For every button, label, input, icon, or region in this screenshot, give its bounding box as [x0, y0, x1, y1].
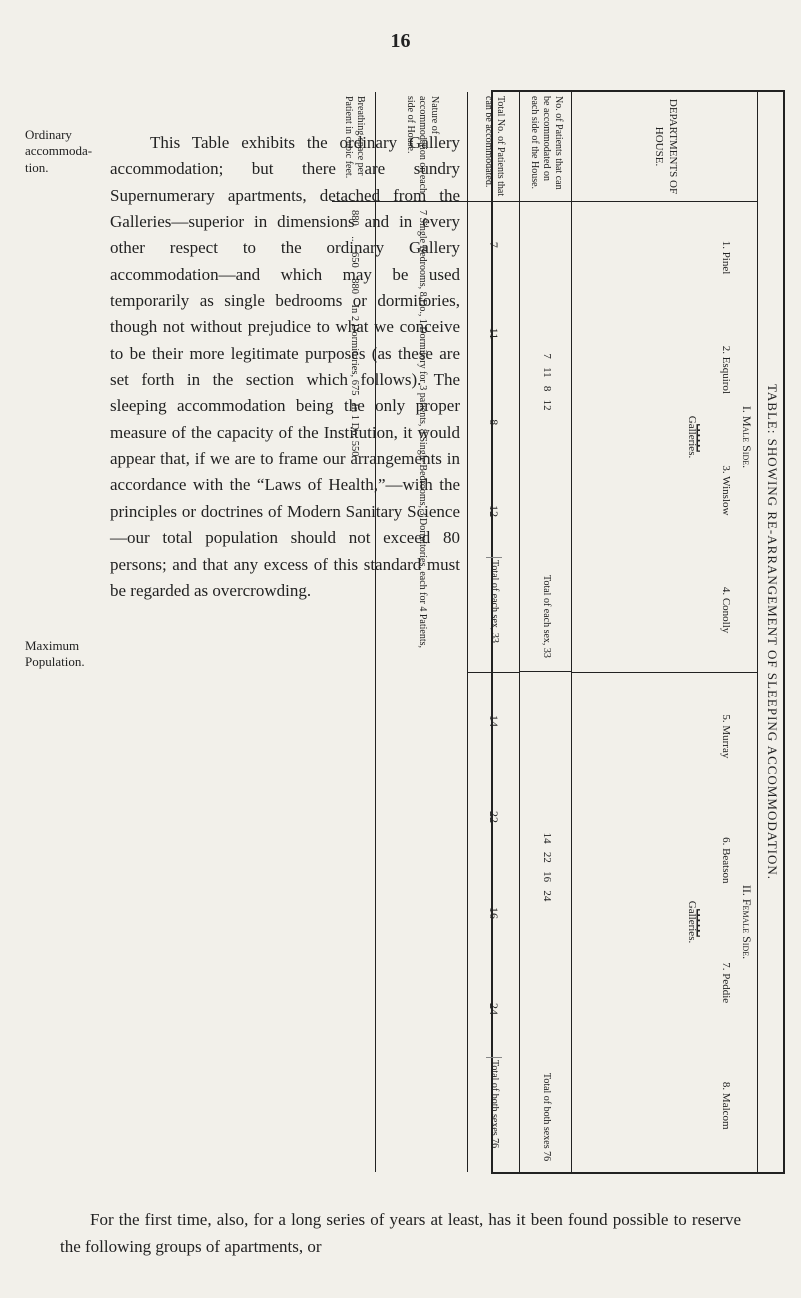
- female-v4: 24: [487, 1003, 502, 1015]
- margin-note-maximum: Maximum Population.: [25, 638, 100, 671]
- male-v3: 8: [487, 419, 502, 425]
- departments-row: DEPARTMENTS OF HOUSE. I. Male Side. 1. P…: [571, 92, 758, 1172]
- female-v2: 22: [487, 811, 502, 823]
- row-nature-label: Nature of accommodation on each side of …: [376, 92, 468, 202]
- breathing-text: 880 .. 650 880 In 2 Dormitories, 675 In …: [332, 202, 376, 1172]
- male-side-title: I. Male Side.: [736, 202, 758, 672]
- footer-paragraph: For the first time, also, for a long ser…: [60, 1207, 741, 1260]
- male-total: Total of each sex, 33: [486, 557, 503, 672]
- dept-beatson: 6. Beatson: [718, 837, 732, 883]
- dept-winslow: 3. Winslow: [718, 465, 732, 515]
- male-patients-values: 7 11 8 12: [520, 202, 572, 562]
- row-nature: Nature of accommodation on each side of …: [375, 92, 468, 1172]
- female-brace: ⎵⎵⎵⎵⎵: [700, 672, 714, 1172]
- male-brace: ⎵⎵⎵⎵⎵: [700, 202, 714, 672]
- female-patients-total: Total of both sexes 76: [520, 1062, 572, 1172]
- female-side-block: II. Female Side. 5. Murray 6. Beatson 7.…: [572, 672, 758, 1172]
- departments-header: DEPARTMENTS OF HOUSE.: [572, 92, 758, 202]
- male-patients-total: Total of each sex, 33: [520, 562, 572, 672]
- female-v1: 14: [487, 715, 502, 727]
- male-side-block: I. Male Side. 1. Pinel 2. Esquirol 3. Wi…: [572, 202, 758, 673]
- total-no-female: 14 22 16 24 Total of both sexes 76: [468, 673, 520, 1172]
- male-dept-list: 1. Pinel 2. Esquirol 3. Winslow 4. Conol…: [718, 202, 736, 672]
- table-title: TABLE: SHOWING RE-ARRANGEMENT OF SLEEPIN…: [757, 92, 783, 1172]
- dept-esquirol: 2. Esquirol: [718, 346, 732, 394]
- rearrangement-table: TABLE: SHOWING RE-ARRANGEMENT OF SLEEPIN…: [491, 90, 785, 1174]
- female-side-title: II. Female Side.: [736, 672, 758, 1172]
- dept-peddie: 7. Peddie: [718, 962, 732, 1003]
- dept-conolly: 4. Conolly: [718, 587, 732, 633]
- nature-text: 7 Single Bedrooms, 8 Do., 1 Dormitory fo…: [376, 202, 468, 1172]
- male-v1: 7: [487, 242, 502, 248]
- female-total: Total of both sexes 76: [486, 1057, 503, 1172]
- row-no-patients-label: No. of Patients that can be accommodated…: [520, 92, 572, 202]
- row-total-no-label: Total No. of Patients that can be accomm…: [468, 92, 520, 202]
- data-rows: No. of Patients that can be accommodated…: [493, 92, 572, 1172]
- row-breathing: Breathing space per Patient in cubic fee…: [332, 92, 376, 1172]
- total-no-male: 7 11 8 12 Total of each sex, 33: [468, 202, 520, 673]
- male-v4: 12: [487, 505, 502, 517]
- footer-paragraph-text: For the first time, also, for a long ser…: [60, 1210, 741, 1255]
- dept-murray: 5. Murray: [718, 714, 732, 758]
- margin-note-ordinary: Ordinary accommoda-tion.: [25, 127, 100, 176]
- female-patients-values: 14 22 16 24: [520, 672, 572, 1062]
- dept-pinel: 1. Pinel: [718, 241, 732, 275]
- male-v2: 11: [487, 328, 502, 340]
- female-v3: 16: [487, 907, 502, 919]
- row-total-no: Total No. of Patients that can be accomm…: [467, 92, 520, 1172]
- page-number: 16: [391, 30, 411, 53]
- male-galleries-label: Galleries.: [684, 202, 698, 672]
- female-galleries-label: Galleries.: [684, 672, 698, 1172]
- female-dept-list: 5. Murray 6. Beatson 7. Peddie 8. Malcom: [718, 672, 736, 1172]
- dept-malcom: 8. Malcom: [718, 1082, 732, 1130]
- row-no-of-patients: No. of Patients that can be accommodated…: [519, 92, 572, 1172]
- row-breathing-label: Breathing space per Patient in cubic fee…: [332, 92, 376, 202]
